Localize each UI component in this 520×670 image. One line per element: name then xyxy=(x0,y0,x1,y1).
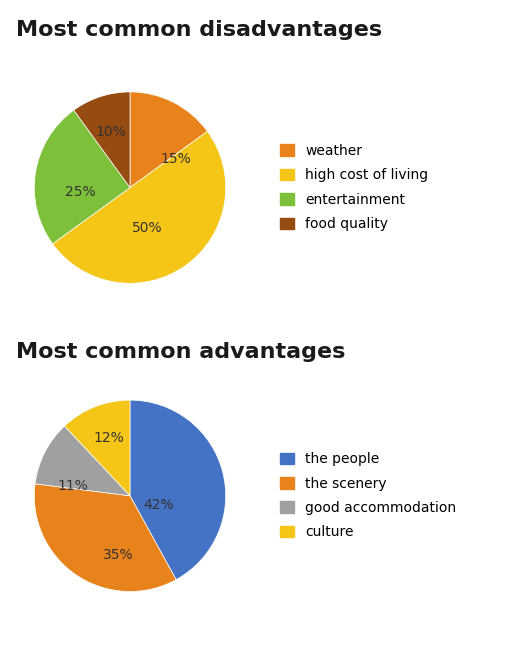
Wedge shape xyxy=(130,400,226,580)
Wedge shape xyxy=(34,484,176,592)
Text: 25%: 25% xyxy=(65,186,96,200)
Text: 42%: 42% xyxy=(144,498,174,513)
Legend: weather, high cost of living, entertainment, food quality: weather, high cost of living, entertainm… xyxy=(280,144,428,231)
Wedge shape xyxy=(34,110,130,244)
Text: 11%: 11% xyxy=(57,479,88,493)
Text: Most common advantages: Most common advantages xyxy=(16,342,345,362)
Text: 35%: 35% xyxy=(103,548,134,562)
Text: Most common disadvantages: Most common disadvantages xyxy=(16,20,382,40)
Wedge shape xyxy=(35,426,130,496)
Text: 12%: 12% xyxy=(94,431,124,446)
Wedge shape xyxy=(64,400,130,496)
Wedge shape xyxy=(74,92,130,188)
Text: 50%: 50% xyxy=(132,221,163,234)
Wedge shape xyxy=(130,92,207,188)
Text: 15%: 15% xyxy=(161,152,191,166)
Text: 10%: 10% xyxy=(96,125,126,139)
Wedge shape xyxy=(53,131,226,283)
Legend: the people, the scenery, good accommodation, culture: the people, the scenery, good accommodat… xyxy=(280,452,457,539)
